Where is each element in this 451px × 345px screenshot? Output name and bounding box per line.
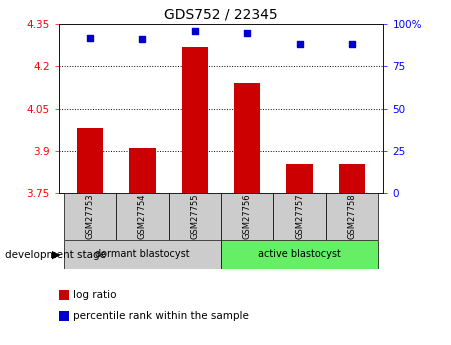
- Point: [139, 37, 146, 42]
- Point: [191, 28, 198, 34]
- Bar: [169, 193, 221, 240]
- Text: GSM27754: GSM27754: [138, 194, 147, 239]
- Text: ▶: ▶: [52, 250, 60, 259]
- Bar: [182, 47, 208, 193]
- Point: [348, 42, 355, 47]
- Text: dormant blastocyst: dormant blastocyst: [95, 249, 190, 259]
- Title: GDS752 / 22345: GDS752 / 22345: [164, 8, 278, 22]
- Bar: [64, 240, 221, 269]
- Bar: [339, 164, 365, 193]
- Bar: [116, 193, 169, 240]
- Text: GSM27755: GSM27755: [190, 194, 199, 239]
- Text: percentile rank within the sample: percentile rank within the sample: [73, 311, 249, 321]
- Text: active blastocyst: active blastocyst: [258, 249, 341, 259]
- Bar: [221, 240, 378, 269]
- Bar: [129, 148, 156, 193]
- Text: GSM27753: GSM27753: [86, 194, 95, 239]
- Bar: [234, 83, 260, 193]
- Point: [244, 30, 251, 35]
- Text: GSM27757: GSM27757: [295, 194, 304, 239]
- Text: GSM27756: GSM27756: [243, 194, 252, 239]
- Bar: [286, 164, 313, 193]
- Text: log ratio: log ratio: [73, 290, 116, 300]
- Bar: [273, 193, 326, 240]
- Text: GSM27758: GSM27758: [347, 194, 356, 239]
- Bar: [221, 193, 273, 240]
- Bar: [64, 193, 116, 240]
- Point: [87, 35, 94, 40]
- Text: development stage: development stage: [5, 250, 106, 259]
- Bar: [326, 193, 378, 240]
- Point: [296, 42, 303, 47]
- Bar: [77, 128, 103, 193]
